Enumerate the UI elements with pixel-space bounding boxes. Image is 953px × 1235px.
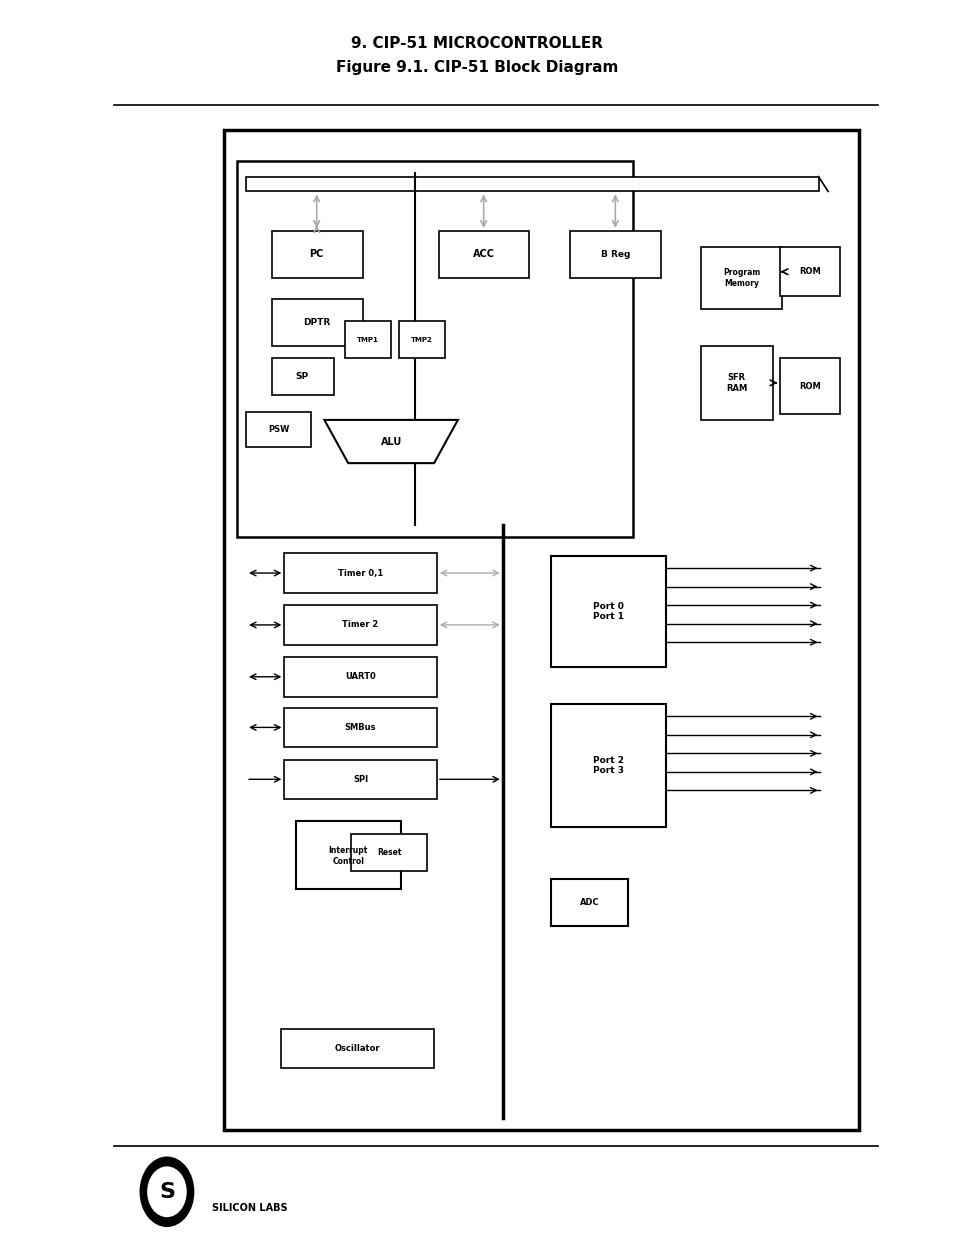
FancyBboxPatch shape [551, 879, 627, 926]
Text: SFR
RAM: SFR RAM [725, 373, 746, 393]
Text: ACC: ACC [472, 249, 495, 259]
Text: ROM: ROM [799, 382, 820, 391]
Text: PSW: PSW [268, 425, 289, 435]
Text: Interrupt
Control: Interrupt Control [328, 846, 368, 866]
FancyBboxPatch shape [780, 247, 839, 296]
Text: ROM: ROM [799, 267, 820, 277]
Text: Oscillator: Oscillator [335, 1044, 380, 1053]
Text: 9. CIP-51 MICROCONTROLLER: 9. CIP-51 MICROCONTROLLER [351, 36, 602, 51]
Text: SP: SP [295, 372, 309, 382]
Text: Figure 9.1. CIP-51 Block Diagram: Figure 9.1. CIP-51 Block Diagram [335, 61, 618, 75]
Text: PC: PC [309, 249, 324, 259]
Text: TMP2: TMP2 [411, 337, 432, 342]
Text: Port 0
Port 1: Port 0 Port 1 [593, 601, 623, 621]
Text: Timer 0,1: Timer 0,1 [337, 568, 383, 578]
FancyBboxPatch shape [700, 247, 781, 309]
FancyBboxPatch shape [551, 556, 665, 667]
Text: DPTR: DPTR [303, 317, 330, 327]
Polygon shape [324, 420, 457, 463]
FancyBboxPatch shape [780, 358, 839, 414]
Text: ALU: ALU [380, 437, 401, 447]
FancyBboxPatch shape [284, 708, 436, 747]
FancyBboxPatch shape [224, 130, 858, 1130]
Text: B Reg: B Reg [600, 249, 629, 259]
Text: Reset: Reset [376, 847, 401, 857]
Text: SILICON LABS: SILICON LABS [212, 1203, 287, 1213]
Text: TMP1: TMP1 [357, 337, 378, 342]
FancyBboxPatch shape [700, 346, 772, 420]
FancyBboxPatch shape [236, 161, 632, 537]
Text: Timer 2: Timer 2 [342, 620, 378, 630]
FancyBboxPatch shape [570, 231, 660, 278]
FancyBboxPatch shape [351, 834, 427, 871]
FancyBboxPatch shape [272, 358, 334, 395]
FancyBboxPatch shape [246, 412, 311, 447]
FancyBboxPatch shape [345, 321, 391, 358]
FancyBboxPatch shape [281, 1029, 434, 1068]
FancyBboxPatch shape [272, 231, 362, 278]
FancyBboxPatch shape [438, 231, 529, 278]
Text: SMBus: SMBus [344, 722, 376, 732]
Text: Port 2
Port 3: Port 2 Port 3 [593, 756, 623, 776]
FancyBboxPatch shape [398, 321, 444, 358]
Text: S: S [159, 1182, 174, 1202]
FancyBboxPatch shape [272, 299, 362, 346]
FancyBboxPatch shape [284, 760, 436, 799]
FancyBboxPatch shape [284, 605, 436, 645]
Text: SPI: SPI [353, 774, 368, 784]
Text: Program
Memory: Program Memory [722, 268, 760, 288]
FancyBboxPatch shape [246, 177, 818, 191]
Text: ADC: ADC [579, 898, 598, 908]
FancyBboxPatch shape [284, 657, 436, 697]
FancyBboxPatch shape [551, 704, 665, 827]
FancyBboxPatch shape [284, 553, 436, 593]
Circle shape [148, 1167, 186, 1216]
Text: UART0: UART0 [345, 672, 375, 682]
FancyBboxPatch shape [295, 821, 400, 889]
Circle shape [140, 1157, 193, 1226]
